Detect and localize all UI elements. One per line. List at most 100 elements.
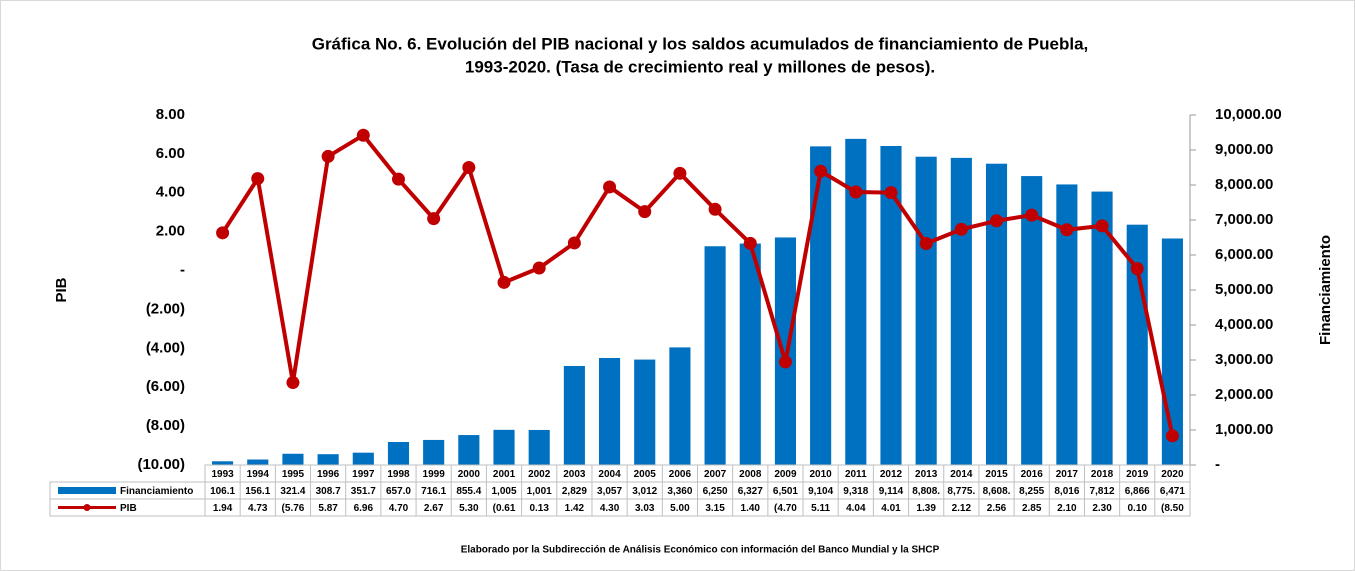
table-value: 4.01 <box>881 503 901 514</box>
point <box>673 166 687 180</box>
bar <box>1091 191 1113 465</box>
bar <box>915 156 937 465</box>
x-tick-label: 2015 <box>985 469 1008 480</box>
table-value: 1,001 <box>527 486 552 497</box>
bar <box>212 461 234 465</box>
y2-tick-label: 8,000.00 <box>1215 176 1273 193</box>
table-value: 6,250 <box>703 486 728 497</box>
point <box>1130 262 1144 276</box>
point <box>638 205 652 219</box>
point <box>251 172 265 186</box>
point <box>286 376 300 390</box>
table-value: 3.15 <box>705 503 725 514</box>
legend-swatch <box>58 487 116 494</box>
chart-title: Gráfica No. 6. Evolución del PIB naciona… <box>312 34 1089 53</box>
y2-tick-label: 6,000.00 <box>1215 246 1273 263</box>
table-value: 5.11 <box>811 503 830 514</box>
y2-tick-label: 4,000.00 <box>1215 316 1273 333</box>
bar <box>739 243 761 465</box>
table-value: 4.70 <box>389 503 409 514</box>
table-value: 4.73 <box>248 503 268 514</box>
x-tick-label: 2009 <box>774 469 797 480</box>
table-value: 2.12 <box>952 503 972 514</box>
x-tick-label: 2014 <box>950 469 973 480</box>
table-value: 8,608. <box>983 486 1011 497</box>
bar <box>810 146 832 466</box>
y-tick-label: (8.00) <box>146 417 185 434</box>
table-value: 9,114 <box>879 486 904 497</box>
y-tick-label: 6.00 <box>156 145 185 162</box>
y2-tick-label: 2,000.00 <box>1215 386 1273 403</box>
table-value: 6.96 <box>354 503 374 514</box>
bar <box>985 163 1008 465</box>
bar <box>845 138 867 465</box>
bar <box>669 347 691 465</box>
table-value: 7,812 <box>1090 486 1115 497</box>
bar <box>528 429 550 465</box>
bar <box>563 365 585 465</box>
footnote: Elaborado por la Subdirección de Análisi… <box>461 545 940 556</box>
table-value: 9,104 <box>808 486 833 497</box>
table-value: 2.30 <box>1092 503 1112 514</box>
y2-tick-label: 1,000.00 <box>1215 421 1273 438</box>
table-value: 2.67 <box>424 503 444 514</box>
x-tick-label: 2020 <box>1161 469 1184 480</box>
x-tick-label: 2018 <box>1091 469 1114 480</box>
x-tick-label: 2004 <box>598 469 621 480</box>
point <box>567 236 581 250</box>
x-tick-label: 1997 <box>352 469 375 480</box>
y2-tick-label: 3,000.00 <box>1215 351 1273 368</box>
table-value: 3,012 <box>632 486 657 497</box>
table-value: 156.1 <box>245 486 270 497</box>
x-tick-label: 2003 <box>563 469 586 480</box>
table-value: 3,360 <box>667 486 692 497</box>
bar <box>458 435 480 465</box>
table-value: 9,318 <box>843 486 868 497</box>
table-value: 5.00 <box>670 503 690 514</box>
table-value: 4.30 <box>600 503 620 514</box>
point <box>356 128 370 142</box>
bar <box>950 157 972 465</box>
x-tick-label: 1993 <box>211 469 234 480</box>
x-tick-label: 2008 <box>739 469 762 480</box>
table-value: 8,255 <box>1019 486 1044 497</box>
bar <box>880 146 902 465</box>
x-tick-label: 1998 <box>387 469 410 480</box>
bar <box>634 359 656 465</box>
table-value: 716.1 <box>421 486 446 497</box>
y-tick-label: - <box>180 262 185 279</box>
y2-tick-label: 10,000.00 <box>1215 106 1282 123</box>
bar <box>247 459 269 465</box>
x-tick-label: 2012 <box>880 469 903 480</box>
legend-label: PIB <box>120 503 137 514</box>
table-value: 3,057 <box>597 486 622 497</box>
bar <box>387 442 410 465</box>
y-tick-label: (4.00) <box>146 339 185 356</box>
y2-axis-title: Financiamiento <box>1317 235 1334 345</box>
table-value: 657.0 <box>386 486 411 497</box>
table-value: 6,471 <box>1160 486 1185 497</box>
y-tick-label: 8.00 <box>156 106 185 123</box>
x-tick-label: 2002 <box>528 469 551 480</box>
bar <box>599 358 621 465</box>
x-tick-label: 2007 <box>704 469 727 480</box>
bar <box>317 454 339 465</box>
point <box>391 172 405 186</box>
y-tick-label: 2.00 <box>156 223 185 240</box>
point <box>216 226 230 240</box>
y-tick-label: (2.00) <box>146 300 185 317</box>
table-value: (5.76 <box>282 503 305 514</box>
point <box>321 149 335 163</box>
y2-tick-label: 5,000.00 <box>1215 281 1273 298</box>
table-value: 2,829 <box>562 486 587 497</box>
point <box>743 236 757 250</box>
x-tick-label: 2013 <box>915 469 938 480</box>
point <box>778 355 792 369</box>
point <box>954 222 968 236</box>
point <box>497 275 511 289</box>
table-value: 0.10 <box>1127 503 1147 514</box>
bar <box>423 439 445 465</box>
table-value: 1,005 <box>492 486 517 497</box>
table-value: (0.61 <box>493 503 516 514</box>
